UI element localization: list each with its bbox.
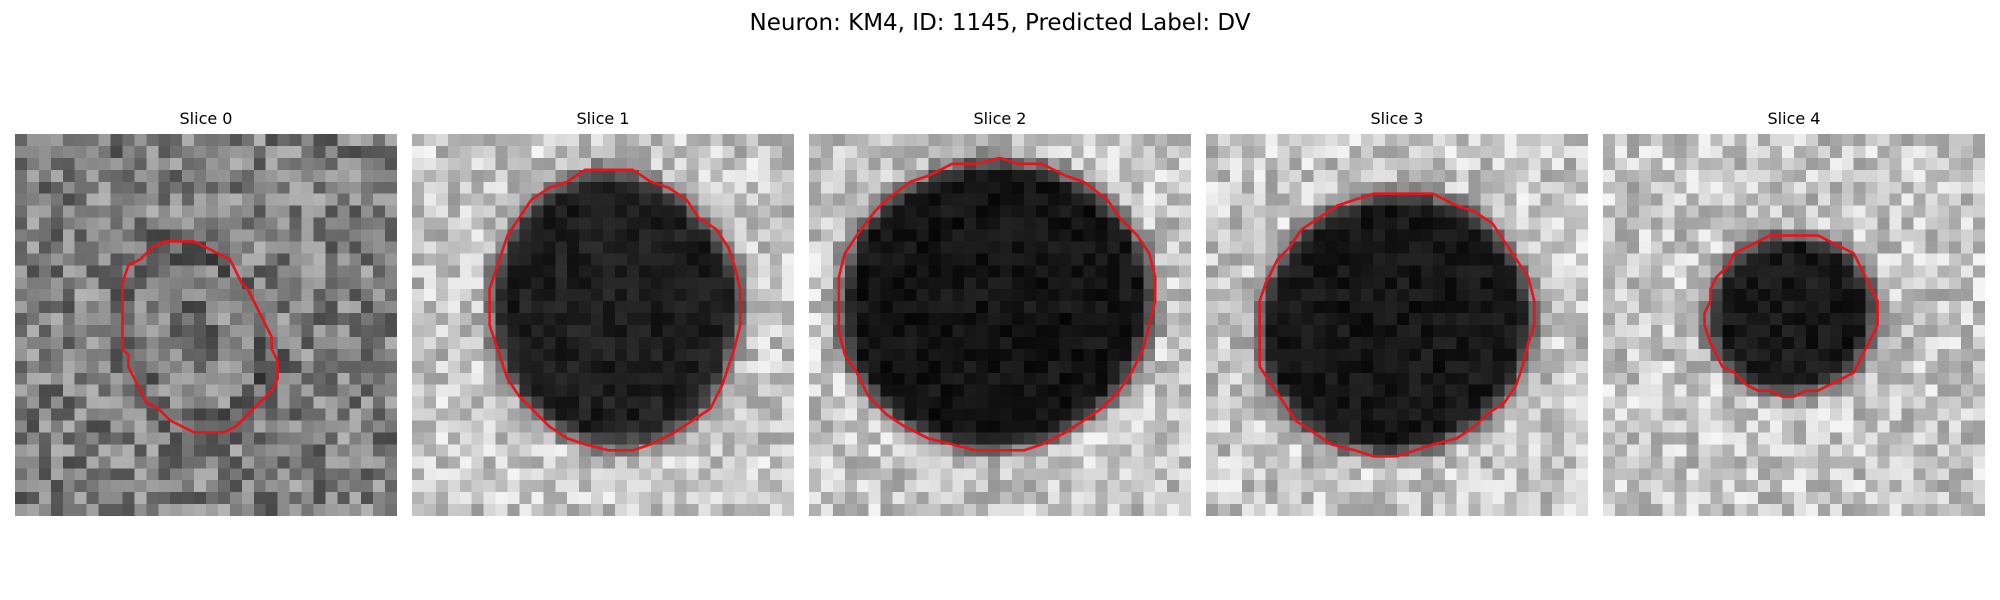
slice-title-2: Slice 2 xyxy=(973,109,1027,128)
pixel-grid xyxy=(1603,134,1985,516)
pixel-grid xyxy=(412,134,794,516)
segmentation-outline xyxy=(1258,192,1536,458)
segmentation-outline xyxy=(837,156,1157,452)
slice-title-4: Slice 4 xyxy=(1767,109,1821,128)
slice-title-3: Slice 3 xyxy=(1370,109,1424,128)
segmentation-outline xyxy=(488,168,742,452)
slice-svg-0 xyxy=(15,134,397,516)
slice-image-0 xyxy=(15,134,397,516)
slice-image-1 xyxy=(412,134,794,516)
segmentation-outline xyxy=(1703,234,1879,398)
slice-svg-3 xyxy=(1206,134,1588,516)
slice-title-0: Slice 0 xyxy=(179,109,233,128)
slice-svg-1 xyxy=(412,134,794,516)
pixel-grid xyxy=(809,134,1191,516)
slice-title-1: Slice 1 xyxy=(576,109,630,128)
slice-svg-2 xyxy=(809,134,1191,516)
slice-image-4 xyxy=(1603,134,1985,516)
pixel-grid xyxy=(15,134,397,516)
pixel-grid xyxy=(1206,134,1588,516)
slice-image-3 xyxy=(1206,134,1588,516)
figure-title: Neuron: KM4, ID: 1145, Predicted Label: … xyxy=(749,10,1251,36)
slice-svg-4 xyxy=(1603,134,1985,516)
segmentation-outline xyxy=(121,240,279,434)
slice-image-2 xyxy=(809,134,1191,516)
